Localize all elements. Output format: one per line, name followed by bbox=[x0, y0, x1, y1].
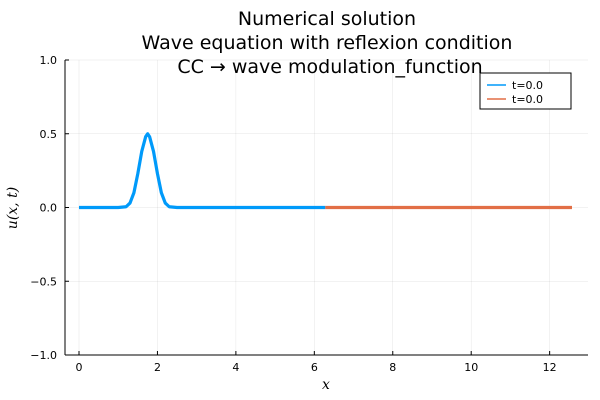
y-axis-ticks: −1.0 −0.5 0.0 0.5 1.0 bbox=[30, 54, 69, 362]
x-tick-label: 4 bbox=[232, 361, 239, 374]
x-tick-label: 6 bbox=[311, 361, 318, 374]
y-axis-label: u(x, t) bbox=[5, 187, 21, 229]
y-tick-label: 0.5 bbox=[40, 128, 58, 141]
series-lines bbox=[79, 132, 572, 210]
y-tick-label: −1.0 bbox=[30, 349, 57, 362]
series-line-1 bbox=[79, 132, 326, 210]
chart-title-line-1: Numerical solution bbox=[238, 8, 416, 30]
y-tick-label: −0.5 bbox=[30, 275, 57, 288]
x-axis-label: x bbox=[322, 377, 330, 393]
legend-box bbox=[479, 72, 572, 110]
chart-title-line-2: Wave equation with reflexion condition bbox=[142, 32, 513, 54]
x-tick-label: 8 bbox=[389, 361, 396, 374]
x-tick-label: 12 bbox=[543, 361, 557, 374]
legend-label-series-1: t=0.0 bbox=[512, 79, 543, 92]
y-tick-label: 1.0 bbox=[40, 54, 58, 67]
x-tick-label: 0 bbox=[76, 361, 83, 374]
x-axis-ticks: 0 2 4 6 8 10 12 bbox=[76, 351, 557, 374]
chart-title-line-3: CC → wave modulation_function bbox=[177, 56, 482, 78]
legend: t=0.0 t=0.0 bbox=[479, 72, 572, 110]
y-tick-label: 0.0 bbox=[40, 202, 58, 215]
x-tick-label: 10 bbox=[464, 361, 478, 374]
legend-label-series-2: t=0.0 bbox=[512, 93, 543, 106]
x-tick-label: 2 bbox=[154, 361, 161, 374]
